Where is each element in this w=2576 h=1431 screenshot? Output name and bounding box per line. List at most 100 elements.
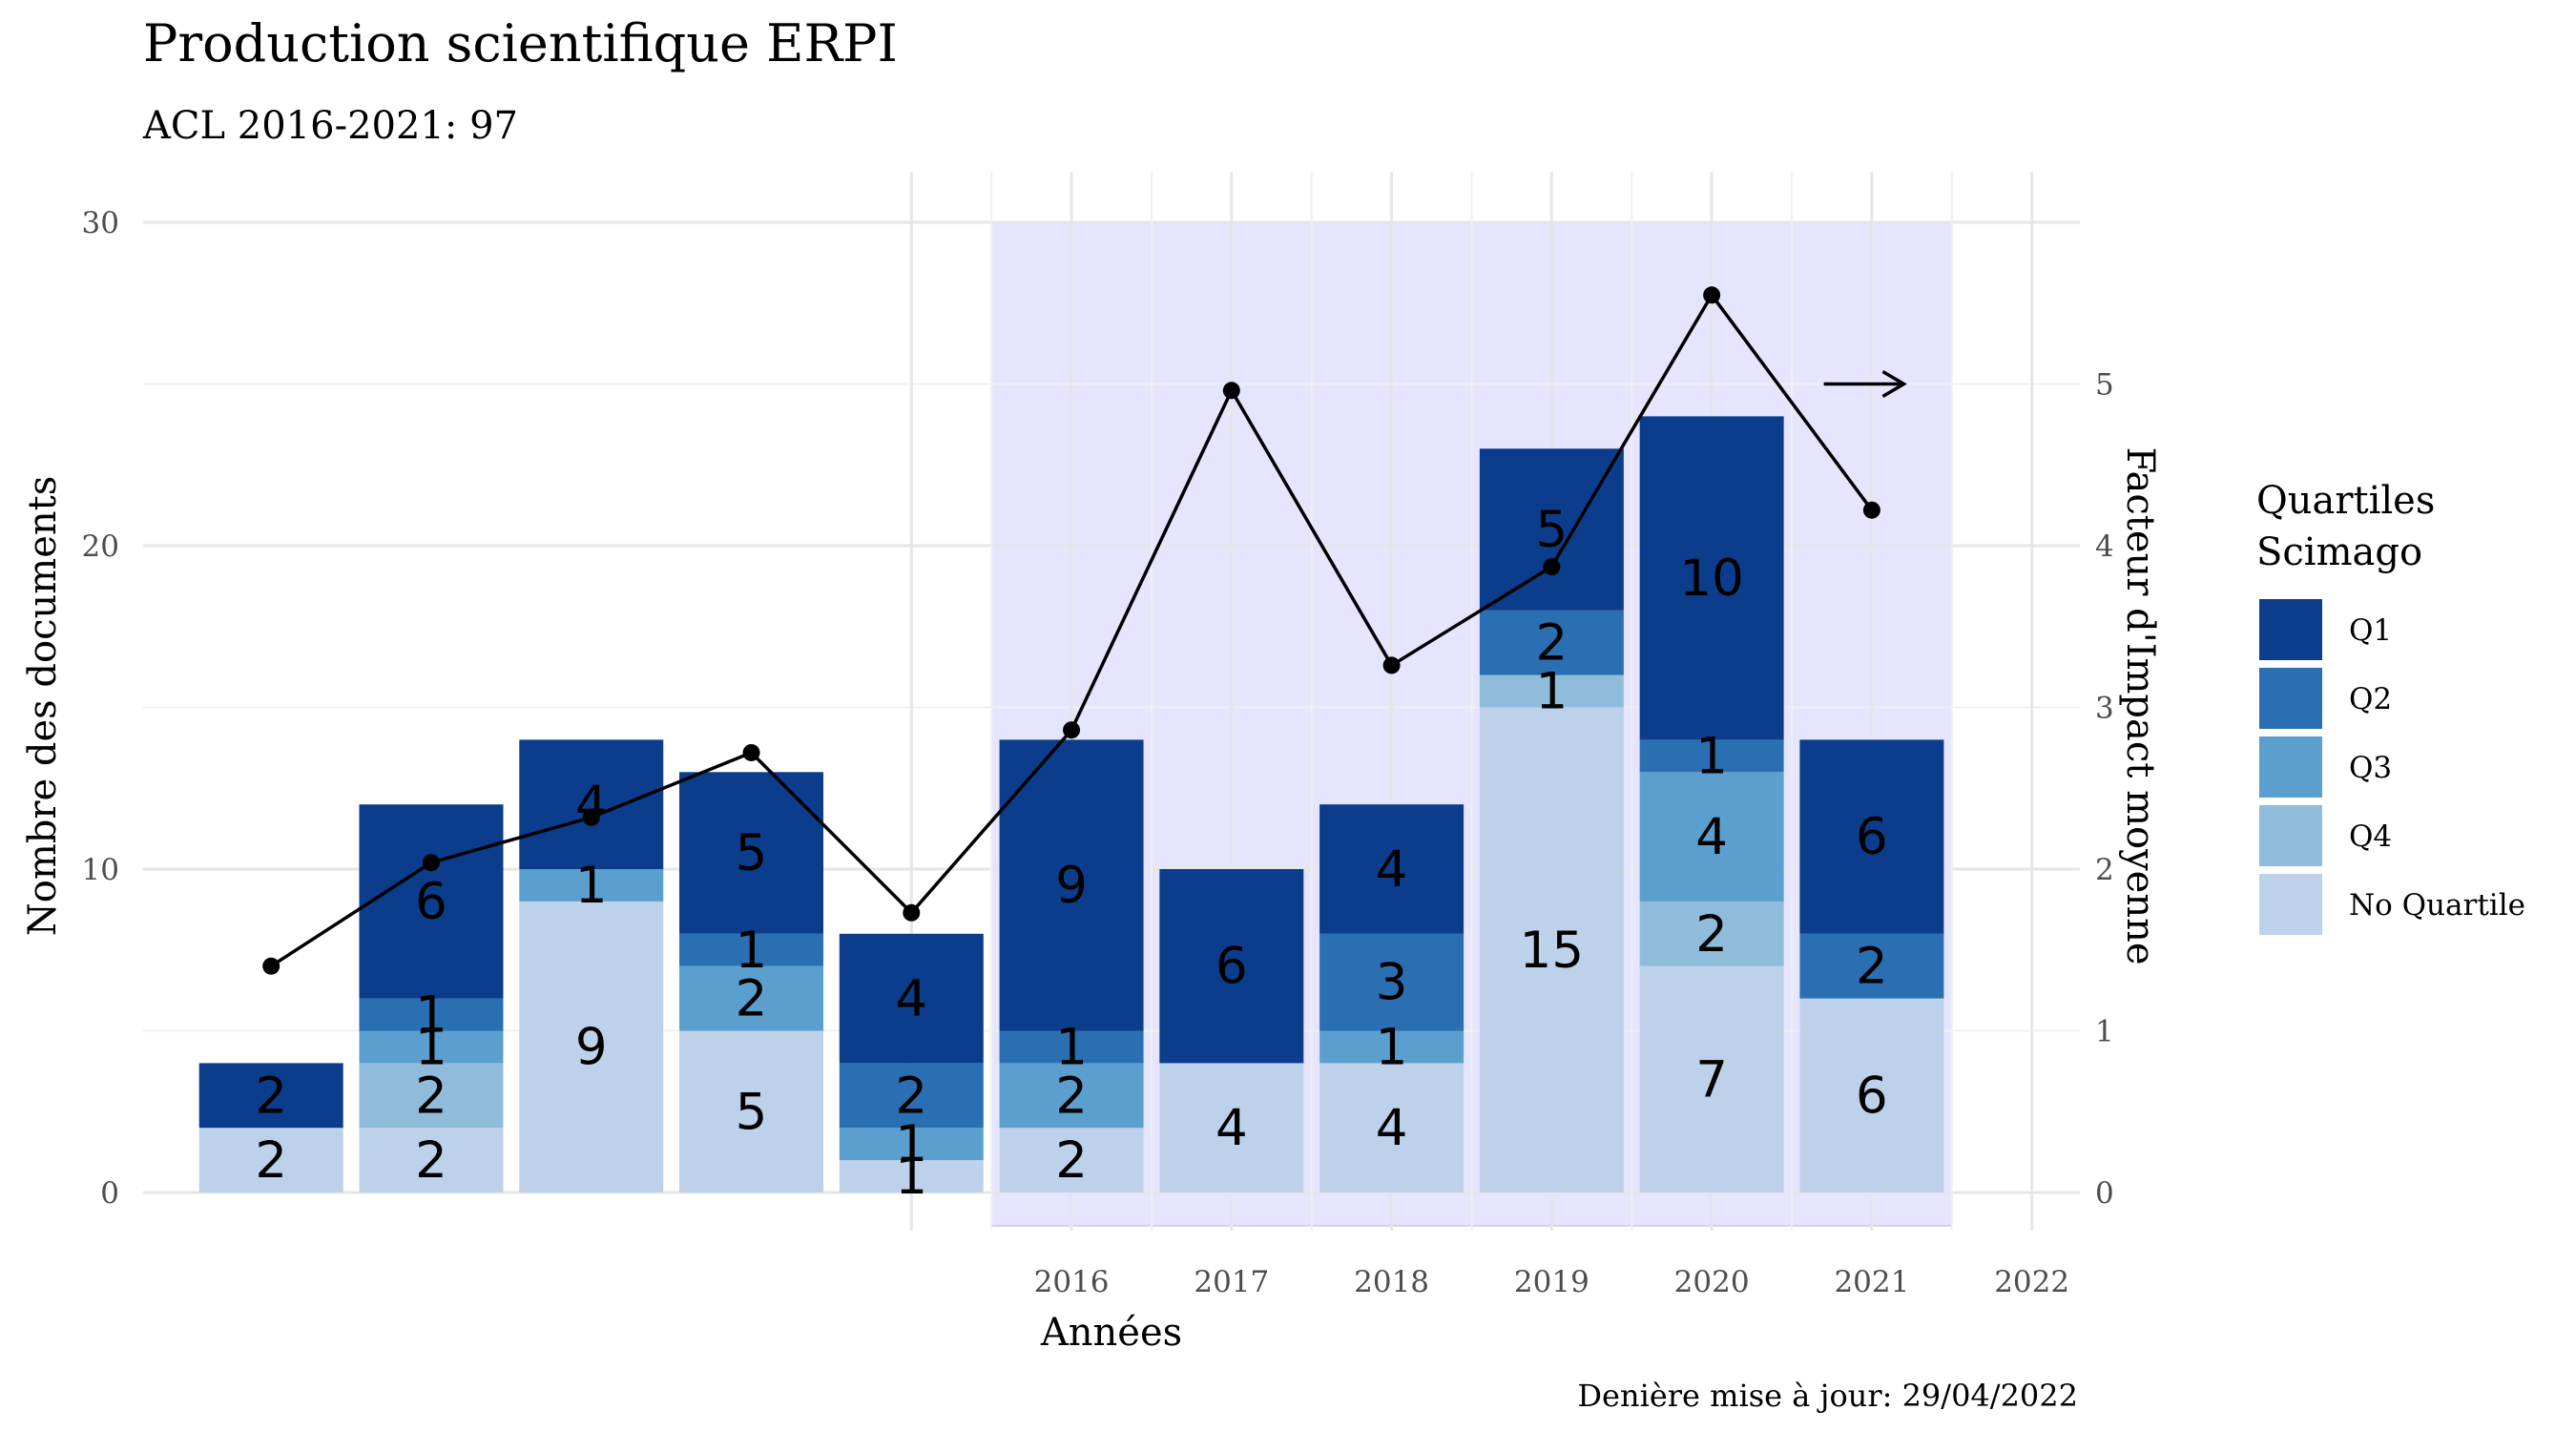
bar-segment-no-quartile	[839, 1160, 984, 1192]
y-tick-label: 30	[82, 206, 119, 240]
impact-point	[1862, 501, 1880, 519]
bar-value-label: 2	[736, 970, 768, 1028]
bar-segment-q2	[359, 998, 504, 1031]
bar-segment-q1	[519, 739, 664, 869]
x-tick-label: 2017	[1194, 1265, 1269, 1299]
bar-segment-no-quartile	[999, 1128, 1144, 1192]
legend-label: Q4	[2349, 819, 2392, 854]
legend-swatch	[2259, 599, 2322, 660]
bar-value-label: 1	[1695, 727, 1728, 785]
impact-point	[742, 743, 760, 761]
bar-segment-no-quartile	[1319, 1063, 1465, 1192]
impact-point	[1543, 558, 1561, 576]
bar-value-label: 6	[415, 873, 447, 931]
impact-point	[262, 957, 280, 975]
bar-value-label: 1	[575, 857, 608, 915]
legend-swatch	[2259, 736, 2322, 798]
bar-segment-q3	[999, 1063, 1144, 1129]
bar-value-label: 3	[1376, 954, 1408, 1012]
bar-segment-no-quartile	[1639, 965, 1784, 1192]
line-layer	[262, 286, 1907, 975]
bar-value-label: 2	[255, 1067, 287, 1125]
bar-value-label: 1	[1376, 1018, 1408, 1076]
bar-segment-no-quartile	[679, 1030, 824, 1192]
bar-value-label: 1	[415, 1018, 447, 1076]
labels-layer: 2222116914521511242219464134151257241106…	[255, 501, 1887, 1206]
bar-value-label: 7	[1695, 1050, 1728, 1109]
chart-subtitle: ACL 2016-2021: 97	[142, 104, 518, 148]
y-tick-label: 10	[82, 853, 119, 887]
y2-tick-label: 0	[2095, 1176, 2114, 1211]
bar-value-label: 4	[1376, 1099, 1408, 1157]
impact-point	[1063, 721, 1081, 739]
y2-tick-label: 3	[2095, 692, 2114, 726]
bar-segment-q2	[1319, 933, 1465, 1031]
bar-segment-no-quartile	[519, 901, 664, 1192]
bar-value-label: 6	[1856, 1067, 1888, 1125]
y-axis-title: Nombre des documents	[21, 476, 65, 936]
bar-value-label: 1	[736, 922, 768, 980]
legend-label: No Quartile	[2349, 888, 2525, 923]
bar-segment-no-quartile	[1159, 1063, 1304, 1192]
bar-segment-q1	[1159, 869, 1304, 1064]
bar-value-label: 4	[1376, 840, 1408, 899]
bar-segment-q2	[999, 1030, 1144, 1064]
legend-label: Q1	[2349, 613, 2392, 648]
bar-segment-q4	[359, 1063, 504, 1129]
bar-segment-no-quartile	[1799, 998, 1944, 1192]
x-tick-label: 2021	[1834, 1265, 1909, 1299]
y2-tick-label: 1	[2095, 1015, 2114, 1049]
bar-value-label: 1	[895, 1148, 927, 1206]
legend: Quartiles Scimago Q1 Q2 Q3 Q4 No Quartile	[2256, 479, 2525, 935]
bar-segment-q1	[839, 933, 984, 1064]
bar-value-label: 5	[736, 824, 768, 882]
impact-point	[422, 854, 440, 872]
y2-tick-label: 2	[2095, 853, 2114, 887]
bar-value-label: 2	[895, 1067, 927, 1125]
bar-value-label: 1	[415, 986, 447, 1045]
bar-segment-q3	[359, 1030, 504, 1064]
legend-swatch	[2259, 805, 2322, 866]
bar-segment-q2	[839, 1063, 984, 1129]
bar-value-label: 2	[1055, 1131, 1088, 1190]
legend-label: Q3	[2349, 751, 2392, 785]
bar-value-label: 9	[575, 1018, 608, 1076]
chart-caption: Denière mise à jour: 29/04/2022	[1577, 1378, 2078, 1414]
impact-point	[1222, 382, 1240, 400]
bar-segment-q1	[999, 739, 1144, 1031]
bar-value-label: 4	[1695, 808, 1728, 866]
bars-layer	[198, 416, 1944, 1192]
bar-value-label: 15	[1520, 922, 1584, 980]
legend-title-line-2: Scimago	[2256, 530, 2422, 574]
bar-segment-q3	[519, 869, 664, 902]
bar-value-label: 1	[1535, 663, 1568, 721]
bar-segment-q1	[198, 1063, 343, 1129]
y2-tick-label: 4	[2095, 529, 2114, 564]
bar-segment-q2	[1799, 933, 1944, 999]
chart-title: Production scientifique ERPI	[143, 13, 898, 73]
impact-point	[1382, 656, 1401, 674]
bar-segment-q4	[1479, 674, 1624, 708]
bar-value-label: 1	[1055, 1018, 1088, 1076]
legend-swatch	[2259, 668, 2322, 729]
x-tick-label: 2016	[1034, 1265, 1110, 1299]
bar-segment-q1	[1479, 448, 1624, 611]
impact-point	[903, 903, 921, 922]
bar-value-label: 2	[255, 1131, 287, 1190]
x-tick-label: 2022	[1994, 1265, 2069, 1299]
bar-segment-q3	[1639, 772, 1784, 902]
bar-segment-no-quartile	[1479, 707, 1624, 1192]
y-tick-label: 20	[82, 529, 119, 564]
bar-segment-q3	[1319, 1030, 1465, 1064]
x-tick-label: 2019	[1514, 1265, 1589, 1299]
bar-value-label: 6	[1215, 938, 1248, 996]
x-tick-label: 2020	[1674, 1265, 1750, 1299]
impact-point	[1703, 286, 1721, 304]
bar-segment-q2	[679, 933, 824, 966]
bar-segment-no-quartile	[198, 1128, 343, 1192]
bar-value-label: 4	[895, 970, 927, 1028]
bar-segment-q3	[679, 965, 824, 1031]
bar-value-label: 1	[895, 1115, 927, 1173]
